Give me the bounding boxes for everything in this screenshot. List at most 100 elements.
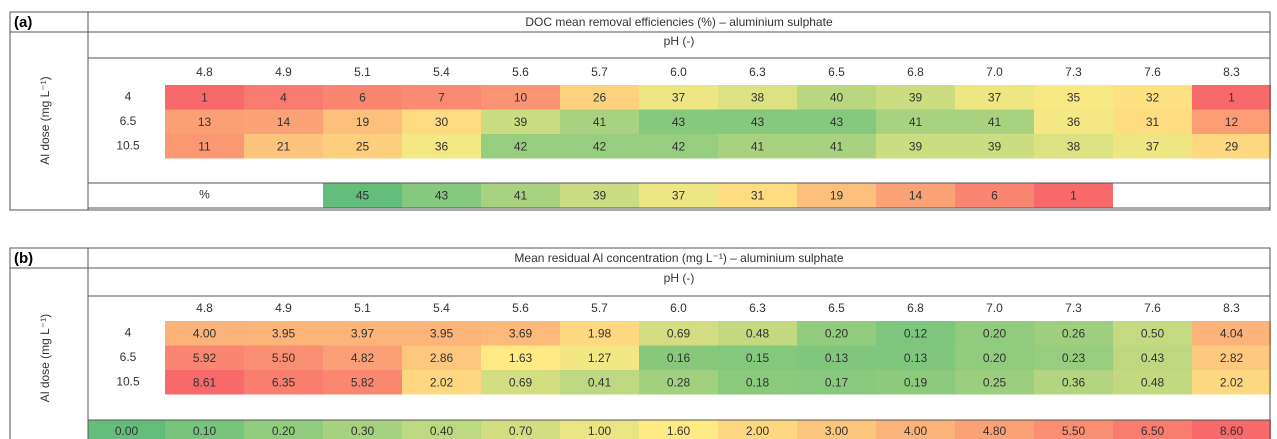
heat-cell (797, 370, 876, 395)
cell-value: 30 (435, 115, 449, 129)
heat-cell (876, 370, 955, 395)
legend-value: 39 (593, 189, 607, 203)
legend-value: 1 (1070, 189, 1077, 203)
row-label: 4 (125, 325, 132, 339)
heat-cell (718, 370, 797, 395)
cell-value: 0.17 (825, 375, 849, 389)
cell-value: 0.12 (904, 326, 928, 340)
cell-value: 37 (672, 90, 686, 104)
cell-value: 12 (1225, 115, 1239, 129)
legend-cell (481, 420, 560, 439)
column-header: 4.9 (275, 301, 292, 315)
column-header: 8.3 (1223, 65, 1240, 79)
heat-cell (402, 370, 481, 395)
heat-cell (244, 109, 323, 134)
column-header: 6.0 (670, 65, 687, 79)
cell-value: 41 (909, 115, 923, 129)
cell-value: 2.02 (1220, 375, 1244, 389)
cell-value: 0.15 (746, 351, 770, 365)
heat-cell (560, 345, 639, 370)
heat-cell (876, 321, 955, 346)
cell-value: 38 (1067, 139, 1081, 153)
cell-value: 41 (751, 139, 765, 153)
heat-cell (402, 109, 481, 134)
panel: 4 4.00 3.95 3.97 3.95 3.69 1.98 0.69 0.48 0.20 0.1… (9, 247, 1271, 439)
cell-value: 1 (201, 90, 208, 104)
heat-cell (797, 85, 876, 110)
legend-value: 4.80 (983, 424, 1007, 438)
cell-value: 3.95 (430, 326, 454, 340)
heat-cell (1192, 321, 1271, 346)
cell-value: 6 (359, 90, 366, 104)
column-header: 7.3 (1065, 65, 1082, 79)
legend-cell (1034, 420, 1113, 439)
heat-cell (639, 85, 718, 110)
heat-cell (165, 134, 244, 159)
cell-value: 39 (988, 139, 1002, 153)
cell-value: 40 (830, 90, 844, 104)
cell-value: 36 (1067, 115, 1081, 129)
heat-cell (797, 109, 876, 134)
legend-cell (1034, 183, 1113, 208)
legend-cell (402, 183, 481, 208)
heat-cell (955, 109, 1034, 134)
x-axis-label: pH (-) (664, 34, 695, 48)
column-header: 8.3 (1223, 301, 1240, 315)
column-header: 7.0 (986, 65, 1003, 79)
heat-cell (1113, 370, 1192, 395)
legend-value: 3.00 (825, 424, 849, 438)
heat-cell (718, 321, 797, 346)
cell-value: 14 (277, 115, 291, 129)
heat-cell (955, 370, 1034, 395)
legend-cell (797, 420, 876, 439)
cell-value: 0.36 (1062, 375, 1086, 389)
legend-cell (323, 420, 402, 439)
legend-cell (402, 420, 481, 439)
legend-value: 0.70 (509, 424, 533, 438)
legend-value: 8.60 (1220, 424, 1244, 438)
heat-cell (1192, 85, 1271, 110)
cell-value: 42 (593, 139, 607, 153)
heat-cell (323, 109, 402, 134)
cell-value: 2.86 (430, 351, 454, 365)
legend-cell (955, 420, 1034, 439)
cell-value: 0.69 (509, 375, 533, 389)
heat-cell (481, 134, 560, 159)
cell-value: 39 (909, 90, 923, 104)
panel: 4 1 4 6 7 10 26 37 38 40 39 37 35 32 16.5 13 14 19 30 39 41 4… (9, 11, 1271, 211)
heat-cell (560, 370, 639, 395)
cell-value: 42 (514, 139, 528, 153)
heat-cell (165, 109, 244, 134)
cell-value: 6.35 (272, 375, 296, 389)
cell-value: 37 (1146, 139, 1160, 153)
legend-value: 0.40 (430, 424, 454, 438)
cell-value: 3.97 (351, 326, 375, 340)
legend-cell (165, 420, 244, 439)
heat-cell (797, 321, 876, 346)
column-header: 7.3 (1065, 301, 1082, 315)
cell-value: 35 (1067, 90, 1081, 104)
cell-value: 8.61 (193, 375, 217, 389)
legend-value: 6 (991, 189, 998, 203)
heat-cell (1034, 134, 1113, 159)
column-header: 6.3 (749, 65, 766, 79)
y-axis-label: Al dose (mg L⁻¹) (38, 314, 52, 402)
row-label: 6.5 (120, 350, 137, 364)
cell-value: 0.69 (667, 326, 691, 340)
heat-cell (323, 370, 402, 395)
heat-cell (1034, 370, 1113, 395)
heat-cell (639, 134, 718, 159)
panel-title: Mean residual Al concentration (mg L⁻¹) … (514, 251, 843, 265)
panel-frame (9, 247, 1271, 439)
cell-value: 37 (988, 90, 1002, 104)
column-header: 7.0 (986, 301, 1003, 315)
column-header: 5.6 (512, 301, 529, 315)
cell-value: 11 (198, 139, 211, 153)
heat-cell (955, 85, 1034, 110)
heat-cell (1113, 345, 1192, 370)
column-header: 6.5 (828, 301, 845, 315)
heat-cell (1034, 321, 1113, 346)
legend-label: % (199, 188, 210, 202)
legend-value: 5.50 (1062, 424, 1086, 438)
legend-cell (797, 183, 876, 208)
